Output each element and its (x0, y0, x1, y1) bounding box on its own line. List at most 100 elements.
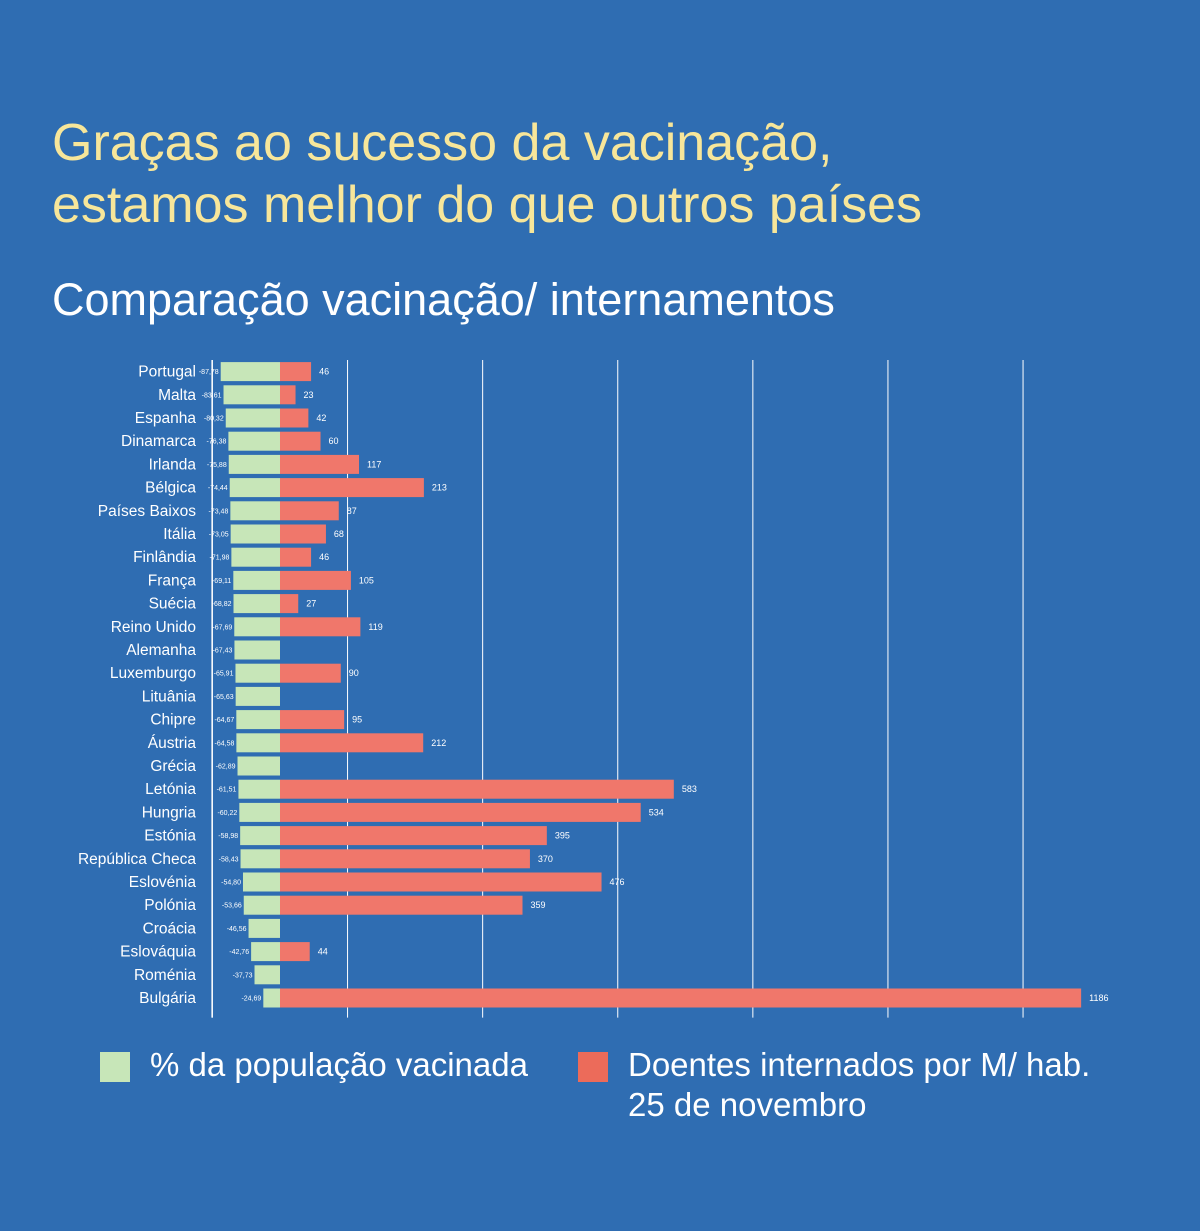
data-label-hospitalized: 117 (367, 459, 381, 469)
category-label: Itália (163, 526, 196, 543)
bar-hospitalized (280, 663, 341, 683)
category-label: Eslovénia (129, 874, 197, 891)
bar-chart: Portugal -87,78 46 Malta -83,61 23 Espanha -80,… (78, 360, 1109, 1018)
legend-swatch-hospitalized (578, 1052, 608, 1082)
bar-hospitalized (280, 524, 326, 544)
category-label: Finlândia (133, 549, 196, 566)
data-label-vaccinated: -64,67 (214, 717, 234, 724)
data-label-vaccinated: -67,43 (213, 648, 233, 655)
data-label-vaccinated: -65,91 (214, 671, 234, 678)
data-label-hospitalized: 119 (368, 622, 382, 632)
category-label: Espanha (135, 410, 197, 427)
category-label: Alemanha (126, 642, 196, 659)
data-label-vaccinated: -87,78 (199, 369, 219, 376)
data-label-vaccinated: -68,82 (212, 601, 232, 608)
category-label: Portugal (138, 364, 196, 381)
data-label-vaccinated: -75,88 (207, 462, 227, 469)
category-label: Chipre (150, 712, 196, 729)
bar-hospitalized (280, 826, 547, 846)
data-label-vaccinated: -73,05 (209, 532, 229, 539)
chart-subtitle: Comparação vacinação/ internamentos (52, 274, 835, 325)
data-label-vaccinated: -58,98 (218, 833, 238, 840)
data-label-vaccinated: -60,22 (217, 810, 237, 817)
data-label-hospitalized: 46 (319, 552, 329, 562)
bar-hospitalized (280, 408, 309, 428)
bar-vaccinated (228, 454, 280, 474)
bar-hospitalized (280, 454, 360, 474)
data-label-hospitalized: 90 (349, 668, 359, 678)
category-label: Dinamarca (121, 433, 196, 450)
bar-hospitalized (280, 547, 312, 567)
data-label-vaccinated: -73,48 (209, 508, 229, 515)
data-label-vaccinated: -76,38 (207, 439, 227, 446)
data-label-vaccinated: -67,69 (212, 624, 232, 631)
title-line-2: estamos melhor do que outros países (52, 176, 923, 234)
data-label-hospitalized: 370 (538, 854, 553, 864)
data-label-vaccinated: -24,69 (241, 996, 261, 1003)
bar-hospitalized (280, 362, 312, 382)
legend-label-vaccinated: % da população vacinada (150, 1046, 528, 1083)
bar-vaccinated (243, 895, 280, 915)
category-label: Polónia (144, 897, 196, 914)
bar-hospitalized (280, 710, 345, 730)
bar-vaccinated (229, 478, 280, 498)
bar-hospitalized (280, 478, 424, 498)
category-label: Hungria (142, 804, 197, 821)
bar-vaccinated (230, 524, 280, 544)
bar-hospitalized (280, 895, 523, 915)
category-label: Lituânia (142, 688, 197, 705)
category-label: Suécia (149, 596, 197, 613)
category-label: Países Baixos (98, 503, 196, 520)
bar-vaccinated (230, 501, 280, 521)
data-label-vaccinated: -65,63 (214, 694, 234, 701)
data-label-hospitalized: 105 (359, 575, 374, 585)
bar-vaccinated (234, 617, 280, 637)
bar-hospitalized (280, 431, 321, 451)
category-label: Grécia (150, 758, 196, 775)
bar-vaccinated (238, 779, 280, 799)
category-label: Luxemburgo (110, 665, 196, 682)
bar-vaccinated (240, 849, 280, 869)
bar-hospitalized (280, 733, 424, 753)
data-label-vaccinated: -37,73 (233, 972, 253, 979)
bar-vaccinated (242, 872, 280, 892)
data-label-vaccinated: -62,89 (216, 764, 236, 771)
data-label-hospitalized: 213 (432, 483, 447, 493)
category-label: Croácia (143, 920, 197, 937)
bar-vaccinated (254, 965, 280, 985)
bar-hospitalized (280, 849, 530, 869)
bar-hospitalized (280, 872, 602, 892)
bar-vaccinated (234, 640, 280, 660)
data-label-hospitalized: 395 (555, 831, 570, 841)
data-label-vaccinated: -46,56 (227, 926, 247, 933)
bar-hospitalized (280, 385, 296, 405)
data-label-vaccinated: -69,11 (212, 578, 231, 585)
legend-swatch-vaccinated (100, 1052, 130, 1082)
category-label: Irlanda (149, 456, 197, 473)
data-label-vaccinated: -54,80 (221, 880, 241, 887)
data-label-vaccinated: -83,61 (202, 392, 222, 399)
data-label-hospitalized: 46 (319, 367, 329, 377)
data-label-vaccinated: -42,76 (229, 949, 249, 956)
bar-vaccinated (231, 547, 280, 567)
legend-label-hospitalized: Doentes internados por M/ hab. 25 de nov… (628, 1045, 1090, 1125)
bar-hospitalized (280, 501, 339, 521)
data-label-vaccinated: -58,43 (219, 856, 239, 863)
title-line-1: Graças ao sucesso da vacinação, (52, 114, 833, 172)
bar-hospitalized (280, 802, 641, 822)
data-label-hospitalized: 87 (347, 506, 357, 516)
data-label-vaccinated: -53,66 (222, 903, 242, 910)
bar-vaccinated (240, 826, 280, 846)
bar-vaccinated (236, 710, 280, 730)
data-label-vaccinated: -80,32 (204, 416, 224, 423)
data-label-hospitalized: 95 (352, 715, 362, 725)
category-label: Letónia (145, 781, 196, 798)
bar-hospitalized (280, 779, 674, 799)
bar-vaccinated (235, 686, 280, 706)
bar-vaccinated (233, 594, 280, 614)
data-label-hospitalized: 60 (329, 436, 339, 446)
data-label-hospitalized: 1186 (1089, 993, 1108, 1003)
data-label-hospitalized: 476 (610, 877, 625, 887)
category-label: República Checa (78, 851, 196, 868)
bar-hospitalized (280, 570, 351, 590)
